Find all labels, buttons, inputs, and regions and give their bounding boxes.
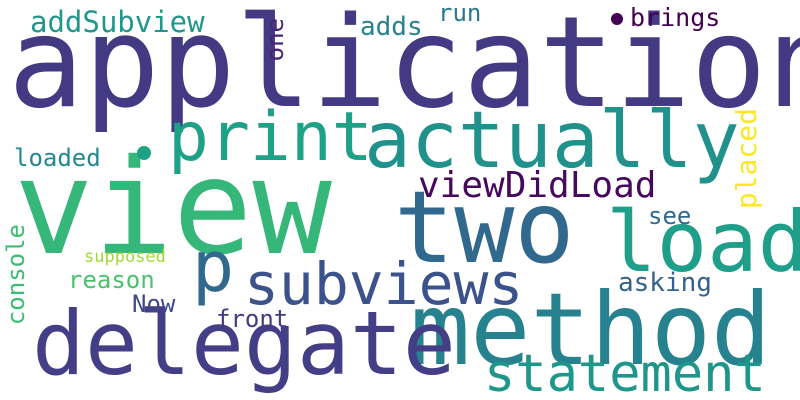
word-method: method [410, 271, 772, 388]
word-view: view [14, 131, 332, 285]
word-supposed: supposed [84, 247, 166, 267]
word-delegate: delegate [32, 292, 456, 395]
word-application: application [8, 0, 800, 136]
word-actually: actually [364, 96, 740, 186]
word-load: load [606, 193, 800, 291]
word-now: Now [132, 290, 176, 318]
word-print: print [168, 98, 373, 177]
dot-marker [137, 146, 151, 160]
word-asking: asking [618, 268, 712, 298]
word-viewdidload: viewDidLoad [418, 165, 657, 206]
word-subviews: subviews [244, 250, 524, 318]
word-loaded: loaded [14, 144, 101, 172]
word-reason: reason [68, 266, 155, 294]
word-adds: adds [360, 12, 423, 42]
word-statement: statement [484, 344, 766, 400]
word-placed: placed [730, 108, 763, 210]
word-two: two [394, 169, 575, 286]
word-front: front [216, 305, 289, 333]
word-one: one [261, 18, 289, 62]
word-run: run [438, 0, 482, 27]
word-addsubview: addSubview [30, 5, 205, 39]
word-brings: brings [630, 3, 721, 32]
word-p: p [192, 226, 235, 308]
word-console: console [2, 224, 30, 326]
word-see: see [648, 202, 692, 230]
dot-marker [611, 13, 623, 25]
